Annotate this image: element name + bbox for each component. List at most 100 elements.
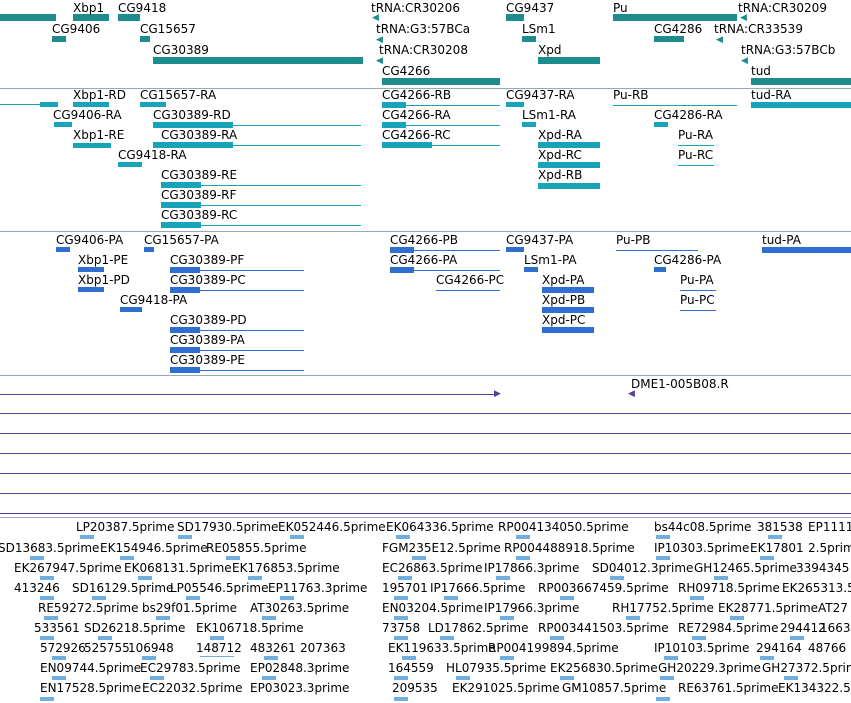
est-label[interactable]: EK134322.5prime (778, 681, 851, 695)
est-feature[interactable] (290, 535, 304, 539)
clone-feature[interactable]: ▶ (494, 389, 501, 399)
est-feature[interactable] (40, 576, 54, 580)
est-feature[interactable] (760, 556, 774, 560)
protein-feature[interactable] (78, 267, 104, 272)
est-label[interactable]: EK17801 (750, 541, 804, 555)
est-feature[interactable] (690, 596, 704, 600)
protein-feature[interactable] (170, 267, 200, 273)
est-feature[interactable] (264, 656, 278, 660)
gene-feature[interactable]: ◀ (376, 35, 383, 45)
est-feature[interactable] (402, 656, 416, 660)
transcript-feature[interactable] (382, 142, 432, 148)
transcript-feature[interactable] (0, 104, 58, 105)
est-label[interactable]: EK256830.5prime (550, 661, 658, 675)
est-feature[interactable] (40, 636, 54, 640)
est-label[interactable]: EK154946.5prime (100, 541, 208, 555)
transcript-label[interactable]: Xpd-RA (538, 128, 582, 142)
est-label[interactable]: 48766 (808, 641, 847, 655)
est-label[interactable]: EN09744.5prime (40, 661, 142, 675)
protein-label[interactable]: CG4266-PA (390, 253, 458, 267)
protein-label[interactable]: CG30389-PA (170, 333, 245, 347)
gene-feature[interactable] (140, 36, 150, 42)
protein-label[interactable]: Pu-PA (680, 273, 714, 287)
gene-feature[interactable] (382, 78, 500, 85)
gene-label[interactable]: tud (751, 64, 771, 78)
protein-feature[interactable] (170, 287, 200, 293)
protein-label[interactable]: CG4266-PB (390, 233, 459, 247)
transcript-label[interactable]: CG30389-RD (153, 108, 231, 122)
protein-feature[interactable] (436, 290, 500, 291)
transcript-feature[interactable] (538, 183, 600, 189)
est-label[interactable]: LP20387.5prime (76, 520, 175, 534)
est-label[interactable]: EP03023.3prime (250, 681, 350, 695)
est-label[interactable]: EN03204.5prime (382, 601, 484, 615)
est-feature[interactable] (280, 596, 294, 600)
clone-label[interactable]: DME1-005B08.R (631, 377, 729, 391)
transcript-feature[interactable] (161, 205, 361, 206)
protein-label[interactable]: CG9437-PA (506, 233, 574, 247)
est-feature[interactable] (80, 535, 94, 539)
est-feature[interactable] (120, 556, 134, 560)
est-label[interactable]: EC26863.5prime (382, 561, 483, 575)
est-feature[interactable] (396, 535, 410, 539)
est-label[interactable]: 572926 (40, 641, 86, 655)
est-label[interactable]: EK119633.5prime (388, 641, 496, 655)
est-label[interactable]: 166349 (820, 621, 851, 635)
protein-feature[interactable] (170, 270, 304, 271)
est-feature[interactable] (262, 676, 276, 680)
est-label[interactable]: EK265313.5 (782, 581, 851, 595)
est-feature[interactable] (44, 616, 58, 620)
est-feature[interactable] (692, 636, 706, 640)
est-label[interactable]: EK28771.5prime (718, 601, 819, 615)
gene-feature[interactable]: ◀ (740, 13, 747, 23)
est-label[interactable]: 73758 (382, 621, 421, 635)
protein-feature[interactable] (390, 250, 500, 251)
gene-label[interactable]: Pu (613, 1, 628, 15)
est-label[interactable]: 209535 (392, 681, 438, 695)
transcript-feature[interactable] (40, 102, 58, 107)
protein-feature[interactable] (170, 350, 304, 351)
gene-feature[interactable] (73, 14, 109, 21)
gene-label[interactable]: tRNA:CR30206 (371, 1, 460, 15)
est-label[interactable]: EC29783.5prime (140, 661, 241, 675)
transcript-label[interactable]: CG15657-RA (140, 88, 217, 102)
protein-label[interactable]: tud-PA (762, 233, 801, 247)
transcript-label[interactable]: Xpd-RC (538, 148, 582, 162)
gene-label[interactable]: CG4286 (654, 22, 703, 36)
gene-label[interactable]: CG15657 (140, 22, 196, 36)
est-feature[interactable] (656, 535, 670, 539)
est-label[interactable]: SD17930.5prime (177, 520, 279, 534)
gene-feature[interactable] (0, 14, 56, 21)
est-label[interactable]: IP17966.3prime (484, 601, 580, 615)
protein-label[interactable]: Pu-PC (680, 293, 715, 307)
protein-label[interactable]: CG9418-PA (120, 293, 188, 307)
est-label[interactable]: 164559 (388, 661, 434, 675)
transcript-feature[interactable] (382, 102, 406, 108)
gene-feature[interactable]: ◀ (741, 56, 748, 66)
est-label[interactable]: 207363 (300, 641, 346, 655)
est-label[interactable]: RH09718.5prime (678, 581, 780, 595)
est-feature[interactable] (560, 596, 574, 600)
protein-label[interactable]: CG9406-PA (56, 233, 124, 247)
protein-feature[interactable] (680, 290, 716, 291)
est-feature[interactable] (52, 656, 66, 660)
transcript-feature[interactable] (382, 105, 500, 106)
protein-feature[interactable] (56, 247, 70, 252)
est-label[interactable]: bs44c08.5prime (654, 520, 752, 534)
est-label[interactable]: SD04012.3prime (592, 561, 694, 575)
protein-feature[interactable] (78, 287, 104, 292)
est-label[interactable]: RE05855.5prime (206, 541, 307, 555)
protein-feature[interactable] (616, 250, 698, 251)
est-feature[interactable] (40, 697, 54, 701)
gene-label[interactable]: Xbp1 (73, 1, 105, 15)
est-label[interactable]: RP003441503.5prime (538, 621, 669, 635)
tiling-line[interactable] (0, 413, 851, 414)
est-label[interactable]: EP1111 (808, 520, 851, 534)
transcript-label[interactable]: tud-RA (751, 88, 792, 102)
est-feature[interactable] (156, 616, 170, 620)
est-label[interactable]: LD17862.5prime (428, 621, 529, 635)
gene-label[interactable]: tRNA:CR30209 (738, 1, 827, 15)
est-label[interactable]: 525755 (84, 641, 130, 655)
est-feature[interactable] (394, 697, 408, 701)
protein-label[interactable]: CG15657-PA (144, 233, 219, 247)
